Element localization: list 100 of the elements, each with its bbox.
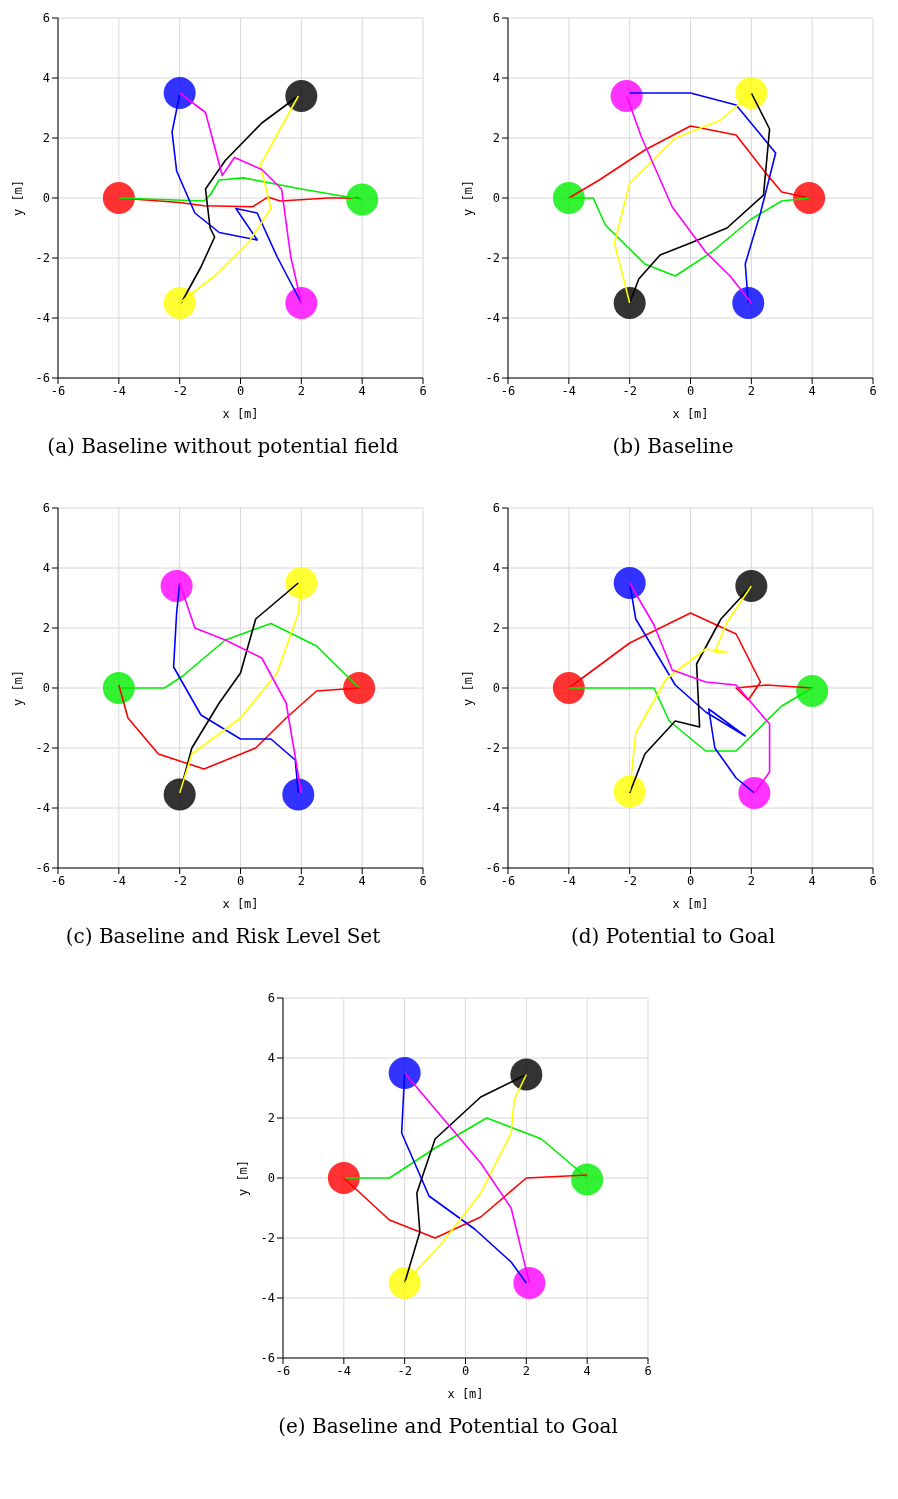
- point: [327, 1162, 360, 1194]
- y-tick-label: -4: [485, 801, 500, 816]
- y-tick-label: -4: [35, 311, 50, 326]
- point: [285, 287, 318, 319]
- y-tick-label: -2: [485, 741, 500, 756]
- point: [738, 777, 771, 809]
- point: [735, 77, 768, 109]
- x-tick-label: 0: [236, 383, 245, 398]
- point: [613, 775, 646, 808]
- y-tick-label: -6: [35, 861, 50, 876]
- y-tick-label: 4: [492, 71, 500, 86]
- y-tick-label: 6: [492, 501, 500, 516]
- y-axis-title: y [m]: [461, 669, 476, 707]
- point: [102, 672, 135, 704]
- y-tick-label: 4: [267, 1051, 275, 1066]
- x-tick-label: 6: [644, 1363, 652, 1378]
- text: (b) Baseline: [611, 434, 735, 458]
- x-tick-label: -2: [622, 873, 637, 888]
- y-tick-label: 0: [42, 191, 50, 206]
- x-tick-label: -2: [622, 383, 637, 398]
- text: (c) Baseline and Risk Level Set: [64, 924, 382, 948]
- x-tick-label: 4: [583, 1363, 591, 1378]
- x-tick-label: 6: [869, 873, 877, 888]
- y-tick-label: 0: [492, 681, 500, 696]
- point: [793, 182, 826, 214]
- y-tick-label: -2: [260, 1231, 275, 1246]
- y-tick-label: 6: [492, 11, 500, 26]
- point: [282, 778, 315, 811]
- y-tick-label: -6: [260, 1351, 275, 1366]
- x-tick-label: -2: [397, 1363, 412, 1378]
- text: (e) Baseline and Potential to Goal: [277, 1414, 619, 1438]
- x-tick-label: 6: [419, 383, 427, 398]
- y-tick-label: 2: [42, 131, 50, 146]
- y-tick-label: 4: [42, 71, 50, 86]
- x-tick-label: 2: [297, 383, 305, 398]
- point: [285, 567, 318, 599]
- x-tick-label: 4: [808, 383, 816, 398]
- x-tick-label: 0: [236, 873, 245, 888]
- y-tick-label: -4: [35, 801, 50, 816]
- y-tick-label: -6: [35, 371, 50, 386]
- x-tick-label: 4: [358, 873, 366, 888]
- y-tick-label: -6: [485, 861, 500, 876]
- x-tick-label: 4: [808, 873, 816, 888]
- y-axis-title: y [m]: [11, 179, 26, 217]
- point: [163, 77, 196, 109]
- x-tick-label: -2: [172, 873, 187, 888]
- x-tick-label: 2: [747, 873, 755, 888]
- y-tick-label: 2: [42, 621, 50, 636]
- x-tick-label: 0: [686, 383, 695, 398]
- point: [552, 182, 585, 214]
- x-tick-label: -4: [111, 873, 127, 888]
- y-tick-label: 0: [267, 1171, 275, 1186]
- text: (d) Potential to Goal: [569, 924, 777, 948]
- point: [163, 778, 196, 811]
- x-tick-label: 6: [419, 873, 427, 888]
- y-tick-label: -4: [260, 1291, 275, 1306]
- y-tick-label: 4: [42, 561, 50, 576]
- y-tick-label: -6: [485, 371, 500, 386]
- x-tick-label: 6: [869, 383, 877, 398]
- point: [732, 287, 765, 319]
- point: [610, 80, 643, 112]
- y-tick-label: 0: [492, 191, 500, 206]
- x-tick-label: 0: [461, 1363, 470, 1378]
- y-tick-label: -2: [485, 251, 500, 266]
- x-tick-label: -2: [172, 383, 187, 398]
- point: [513, 1267, 546, 1299]
- point: [346, 183, 379, 216]
- text: (a) Baseline without potential field: [46, 434, 400, 458]
- y-tick-label: 2: [267, 1111, 275, 1126]
- point: [510, 1058, 543, 1091]
- y-axis-title: y [m]: [11, 669, 26, 707]
- y-tick-label: 6: [42, 501, 50, 516]
- x-tick-label: 2: [297, 873, 305, 888]
- y-tick-label: 6: [42, 11, 50, 26]
- x-tick-label: 2: [522, 1363, 530, 1378]
- point: [102, 182, 135, 214]
- x-axis-title: x [m]: [672, 407, 709, 421]
- point: [388, 1267, 421, 1299]
- point: [552, 672, 585, 704]
- point: [735, 570, 768, 602]
- point: [613, 287, 646, 319]
- point: [163, 287, 196, 319]
- point: [160, 570, 193, 602]
- y-tick-label: 4: [492, 561, 500, 576]
- x-tick-label: 4: [358, 383, 366, 398]
- y-tick-label: 6: [267, 991, 275, 1006]
- x-tick-label: 0: [686, 873, 695, 888]
- point: [796, 675, 829, 707]
- y-tick-label: -4: [485, 311, 500, 326]
- x-axis-title: x [m]: [222, 407, 259, 421]
- y-tick-label: -2: [35, 741, 50, 756]
- y-tick-label: 2: [492, 131, 500, 146]
- y-tick-label: 2: [492, 621, 500, 636]
- x-tick-label: -4: [561, 873, 577, 888]
- y-tick-label: 0: [42, 681, 50, 696]
- x-axis-title: x [m]: [222, 897, 259, 911]
- point: [343, 672, 376, 704]
- x-tick-label: -4: [111, 383, 127, 398]
- point: [388, 1057, 421, 1089]
- point: [285, 80, 318, 112]
